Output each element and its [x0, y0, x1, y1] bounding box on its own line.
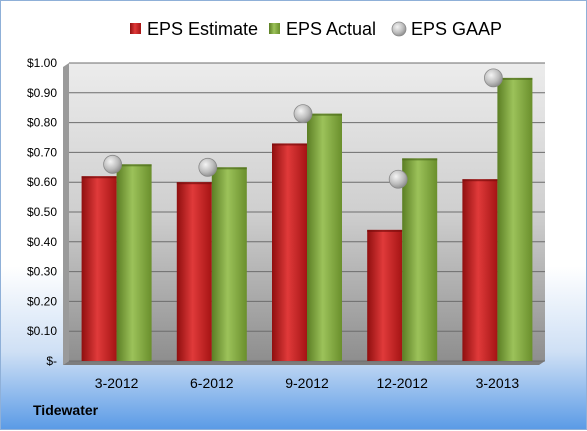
- legend-item: EPS Estimate: [130, 19, 258, 39]
- y-tick-label: $0.40: [27, 235, 57, 249]
- y-tick-label: $0.70: [27, 145, 57, 159]
- eps-estimate-bar: [462, 179, 498, 361]
- bar-top-edge: [116, 164, 152, 167]
- y-tick-label: $0.50: [27, 205, 57, 219]
- x-category-label: 6-2012: [190, 375, 234, 391]
- bar-top-edge: [272, 143, 307, 146]
- plot-side-wall: [63, 63, 69, 365]
- bar-top-edge: [176, 182, 212, 185]
- legend-item: EPS Actual: [269, 19, 376, 39]
- y-tick-label: $0.60: [27, 175, 57, 189]
- y-tick-label: $1.00: [27, 56, 57, 70]
- company-name: Tidewater: [33, 402, 99, 418]
- plot-floor: [63, 361, 545, 365]
- legend-swatch: [130, 23, 141, 34]
- legend-swatch: [391, 21, 407, 37]
- bar-top-edge: [402, 158, 438, 161]
- x-category-label: 3-2012: [95, 375, 139, 391]
- y-tick-label: $0.30: [27, 265, 57, 279]
- legend-label: EPS Actual: [286, 19, 376, 39]
- x-category-label: 3-2013: [476, 375, 520, 391]
- bar-top-edge: [211, 167, 247, 170]
- y-tick-label: $0.80: [27, 116, 57, 130]
- eps-gaap-point: [198, 157, 218, 177]
- bar-body: [462, 179, 498, 361]
- eps-estimate-bar: [176, 182, 212, 361]
- y-tick-label: $0.20: [27, 294, 57, 308]
- y-tick-label: $0.10: [27, 324, 57, 338]
- x-category-label: 9-2012: [285, 375, 329, 391]
- bar-body: [367, 229, 403, 361]
- eps-estimate-bar: [272, 143, 307, 361]
- bar-top-edge: [367, 229, 403, 232]
- eps-actual-bar: [497, 77, 533, 362]
- eps-gaap-point: [483, 68, 503, 88]
- y-tick-label: $-: [46, 354, 57, 368]
- bar-top-edge: [307, 113, 342, 116]
- bar-body: [81, 176, 117, 361]
- bar-body: [176, 182, 212, 361]
- eps-gaap-point: [388, 169, 408, 189]
- eps-actual-bar: [402, 158, 438, 361]
- bar-body: [272, 143, 307, 361]
- eps-estimate-bar: [81, 176, 117, 361]
- bar-body: [116, 164, 152, 361]
- eps-gaap-point: [103, 154, 122, 174]
- y-tick-label: $0.90: [27, 86, 57, 100]
- eps-actual-bar: [211, 167, 247, 361]
- bar-body: [307, 113, 342, 361]
- legend-item: EPS GAAP: [391, 19, 502, 39]
- bar-body: [402, 158, 438, 361]
- legend-swatch: [269, 23, 280, 34]
- bar-top-edge: [462, 179, 498, 182]
- bar-top-edge: [81, 176, 117, 179]
- eps-actual-bar: [116, 164, 152, 361]
- x-category-label: 12-2012: [377, 375, 429, 391]
- legend-label: EPS Estimate: [147, 19, 258, 39]
- bar-body: [211, 167, 247, 361]
- eps-estimate-bar: [367, 229, 403, 361]
- legend-label: EPS GAAP: [411, 19, 502, 39]
- eps-actual-bar: [307, 113, 342, 361]
- eps-gaap-point: [293, 104, 313, 124]
- bar-top-edge: [497, 77, 533, 80]
- legend: EPS Estimate EPS Actual EPS GAAP: [130, 19, 502, 39]
- bar-body: [497, 77, 533, 362]
